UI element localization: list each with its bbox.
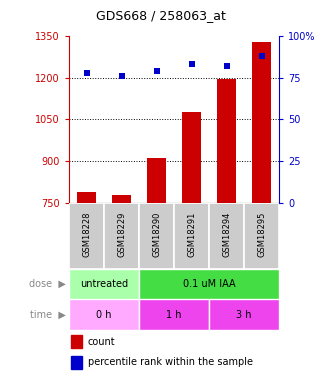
Bar bbox=[104, 203, 139, 268]
Bar bbox=[217, 79, 236, 203]
Bar bbox=[174, 203, 209, 268]
Text: GSM18290: GSM18290 bbox=[152, 211, 161, 257]
Bar bbox=[69, 299, 139, 330]
Text: 1 h: 1 h bbox=[166, 310, 182, 320]
Point bbox=[84, 70, 89, 76]
Bar bbox=[209, 299, 279, 330]
Text: 0 h: 0 h bbox=[96, 310, 112, 320]
Bar bbox=[252, 42, 271, 203]
Text: GSM18294: GSM18294 bbox=[222, 211, 231, 257]
Bar bbox=[244, 203, 279, 268]
Text: percentile rank within the sample: percentile rank within the sample bbox=[88, 357, 253, 368]
Text: GDS668 / 258063_at: GDS668 / 258063_at bbox=[96, 9, 225, 22]
Bar bbox=[209, 203, 244, 268]
Point bbox=[189, 62, 194, 68]
Bar bbox=[182, 112, 201, 203]
Text: GSM18229: GSM18229 bbox=[117, 211, 126, 257]
Bar bbox=[69, 203, 104, 268]
Point bbox=[154, 68, 159, 74]
Bar bbox=[71, 335, 82, 348]
Bar bbox=[139, 268, 279, 299]
Point bbox=[119, 73, 124, 79]
Text: dose  ▶: dose ▶ bbox=[29, 279, 66, 289]
Text: GSM18295: GSM18295 bbox=[257, 211, 266, 257]
Bar bbox=[139, 203, 174, 268]
Bar bbox=[147, 158, 166, 203]
Text: time  ▶: time ▶ bbox=[30, 310, 66, 320]
Text: count: count bbox=[88, 337, 116, 346]
Bar bbox=[77, 192, 96, 203]
Text: 0.1 uM IAA: 0.1 uM IAA bbox=[183, 279, 236, 289]
Text: GSM18228: GSM18228 bbox=[82, 211, 91, 257]
Text: untreated: untreated bbox=[80, 279, 128, 289]
Point bbox=[259, 53, 264, 59]
Text: 3 h: 3 h bbox=[237, 310, 252, 320]
Bar bbox=[71, 356, 82, 369]
Bar bbox=[112, 195, 131, 203]
Point bbox=[224, 63, 229, 69]
Bar bbox=[69, 268, 139, 299]
Bar bbox=[139, 299, 209, 330]
Text: GSM18291: GSM18291 bbox=[187, 211, 196, 257]
